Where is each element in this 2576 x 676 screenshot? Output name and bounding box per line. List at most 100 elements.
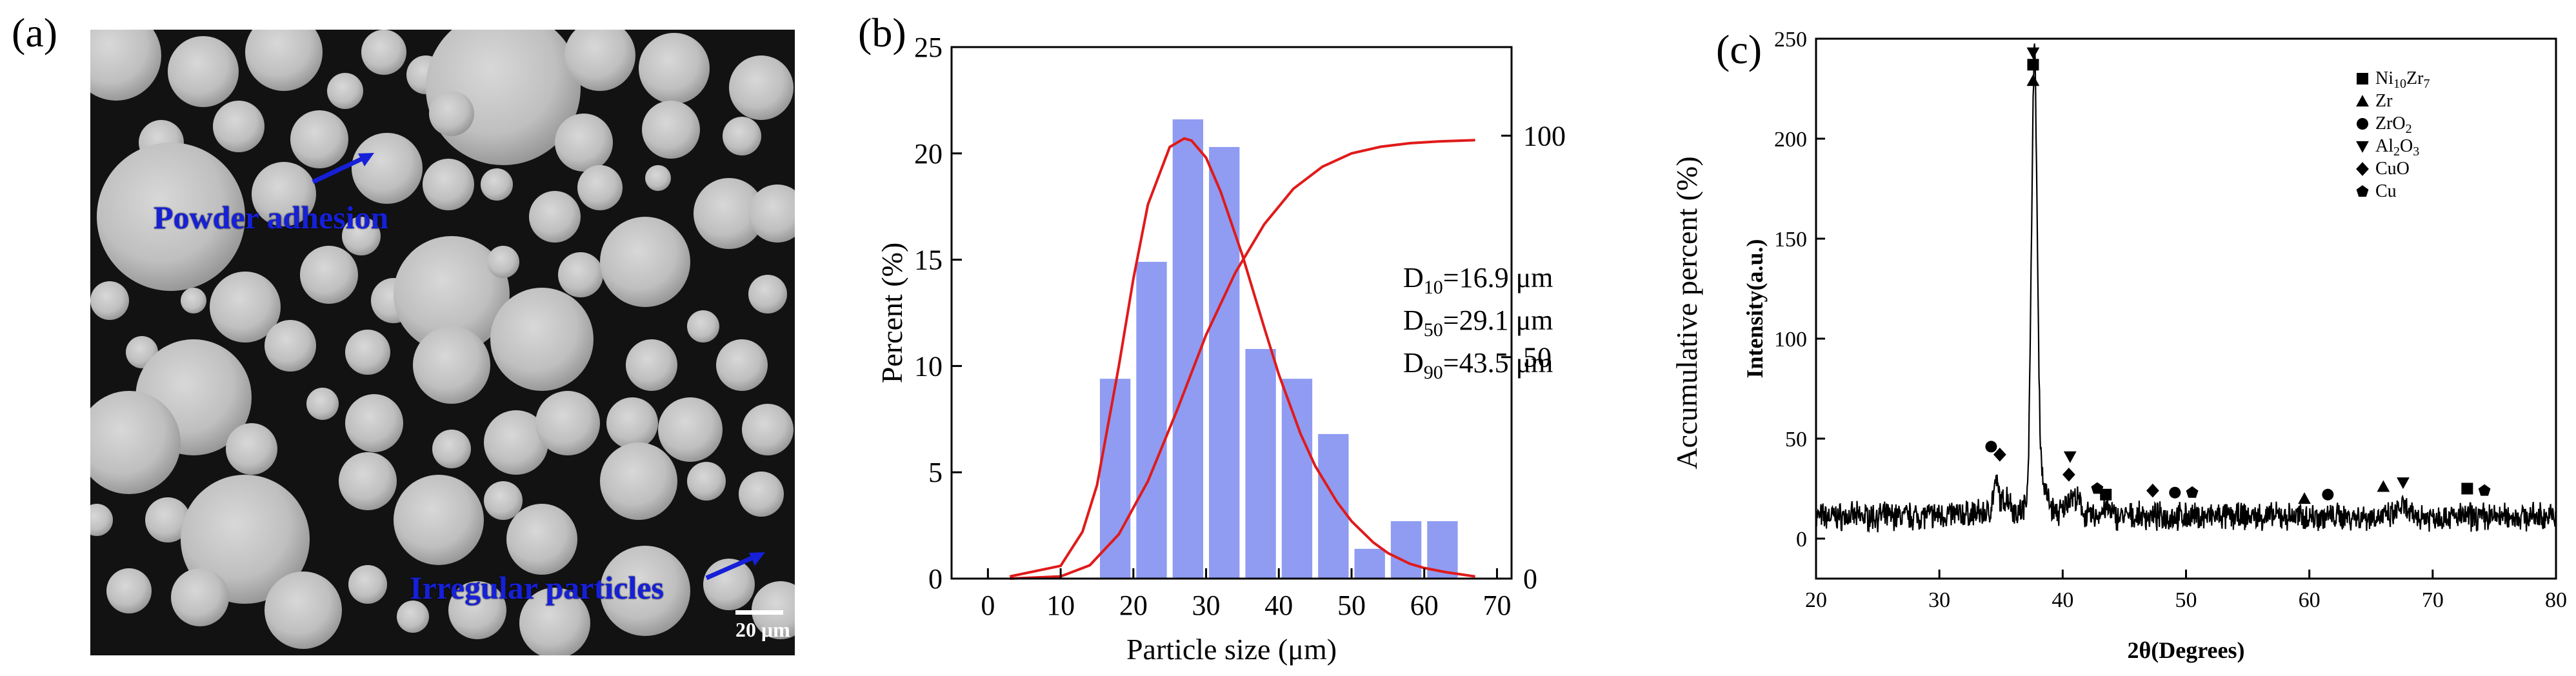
particle-47 (90, 391, 181, 494)
particle-24 (577, 165, 623, 210)
particle-58 (145, 497, 190, 542)
legend-symbol-square (2357, 73, 2368, 84)
xrd-x-tick-label-20: 20 (1805, 588, 1827, 612)
particle-66 (739, 472, 784, 517)
particle-70 (348, 565, 387, 604)
particle-31 (300, 246, 358, 304)
xrd-marker-circle-13 (2322, 488, 2334, 501)
y-tick-label-25: 25 (914, 32, 943, 63)
xrd-x-tick-label-50: 50 (2175, 588, 2197, 612)
particle-29 (181, 288, 206, 313)
bar-47.5 (1318, 433, 1349, 579)
particle-62 (484, 481, 523, 520)
legend-label-triangle-up: Zr (2375, 91, 2393, 111)
particle-48 (226, 423, 277, 475)
adhesion-arrowhead (358, 153, 374, 166)
legend-symbol-triangle-up (2356, 95, 2369, 107)
y-tick-label-20: 20 (914, 138, 943, 170)
particle-23 (529, 191, 581, 243)
xrd-marker-diamond-6 (2062, 468, 2075, 482)
particle-65 (687, 462, 726, 501)
particle-53 (535, 391, 600, 455)
particle-16 (555, 114, 613, 172)
particle-56 (742, 404, 794, 455)
particle-73 (519, 588, 590, 655)
y-tick-label-15: 15 (914, 244, 943, 276)
particle-40 (265, 320, 316, 372)
particle-33 (394, 236, 510, 352)
xrd-marker-pentagon-17 (2478, 484, 2491, 496)
particle-size-chart: 0 10 20 30 40 50 60 70 0 5 10 15 20 25 0 50 100 Particle … (875, 32, 1703, 666)
particle-46 (716, 339, 768, 391)
xrd-y-axis-label: Intensity(a.u.) (1742, 239, 1768, 378)
powder-particles (90, 30, 795, 655)
particle-4 (361, 30, 406, 75)
particle-11 (213, 101, 265, 152)
xrd-marker-triangle-down-0 (2026, 47, 2040, 59)
xrd-x-tick-label-60: 60 (2299, 588, 2321, 612)
legend-label-pentagon: Cu (2375, 181, 2397, 201)
particle-63 (506, 504, 577, 575)
xrd-y-tick-label-50: 50 (1785, 428, 1807, 452)
particle-9 (729, 55, 794, 120)
xrd-y-tick-label-100: 100 (1774, 328, 1807, 352)
cumulative-curve (1010, 139, 1475, 580)
particle-42 (413, 326, 490, 404)
xrd-marker-pentagon-11 (2186, 486, 2199, 498)
y-tick-label-5: 5 (928, 457, 943, 488)
particle-60 (339, 452, 397, 510)
x-tick-label-60: 60 (1410, 590, 1439, 621)
plot-frame-b (950, 46, 1513, 580)
particle-14 (429, 91, 474, 136)
xrd-marker-triangle-up-2 (2026, 74, 2040, 86)
d-annotation-10: D10=16.9 μm (1403, 262, 1553, 298)
xrd-chart: 20 30 40 50 60 70 80 0 50 100 150 200 250 2θ(Degrees)… (1742, 28, 2567, 663)
particle-19 (97, 143, 245, 291)
particle-57 (90, 504, 113, 536)
particle-22 (423, 159, 474, 210)
bar-37.5 (1245, 349, 1276, 579)
particle-30 (210, 272, 281, 343)
annotation-powder-adhesion: Powder adhesion (154, 199, 389, 235)
particle-20 (252, 162, 316, 226)
particle-64 (600, 442, 677, 520)
particle-51 (432, 430, 471, 468)
particle-44 (626, 339, 677, 391)
particle-49 (306, 388, 339, 420)
y-tick-label-10: 10 (914, 350, 943, 382)
xrd-marker-circle-3 (1985, 441, 1997, 453)
particle-74 (600, 546, 690, 636)
distribution-curve (1009, 137, 1475, 578)
bar-27.5 (1172, 119, 1204, 579)
y2-tick-label-0: 0 (1523, 563, 1537, 595)
particle-18 (723, 117, 761, 155)
xrd-x-tick-label-70: 70 (2422, 588, 2444, 612)
panel-label-b: (b) (858, 10, 906, 55)
particle-72 (448, 581, 506, 639)
panel-label-a: (a) (12, 10, 58, 55)
xrd-y-tick-label-200: 200 (1774, 128, 1807, 152)
sem-image (90, 30, 795, 655)
d-annotation-90: D90=43.5 μm (1403, 347, 1553, 383)
particle-3 (327, 73, 363, 109)
particle-34 (487, 246, 519, 278)
legend-symbol-pentagon (2356, 185, 2369, 197)
particle-54 (606, 397, 658, 449)
x-tick-label-0: 0 (981, 590, 995, 621)
legend-label-square: Ni10Zr7 (2375, 68, 2430, 91)
particle-37 (748, 275, 787, 313)
particle-55 (658, 397, 723, 462)
legend-label-diamond: CuO (2375, 159, 2410, 179)
particle-71 (397, 601, 429, 633)
particle-0 (90, 30, 161, 101)
sem-micrograph: Powder adhesion Irregular particles 20 μ… (90, 30, 795, 655)
legend-symbol-circle (2357, 118, 2368, 130)
particle-50 (345, 394, 403, 452)
xrd-marker-diamond-9 (2146, 483, 2159, 498)
xrd-y-tick-label-0: 0 (1796, 528, 1807, 552)
particle-61 (394, 475, 484, 565)
xrd-y-tick-label-150: 150 (1774, 228, 1807, 252)
particle-67 (106, 568, 152, 613)
scale-bar (735, 610, 783, 615)
particle-25 (645, 165, 671, 191)
